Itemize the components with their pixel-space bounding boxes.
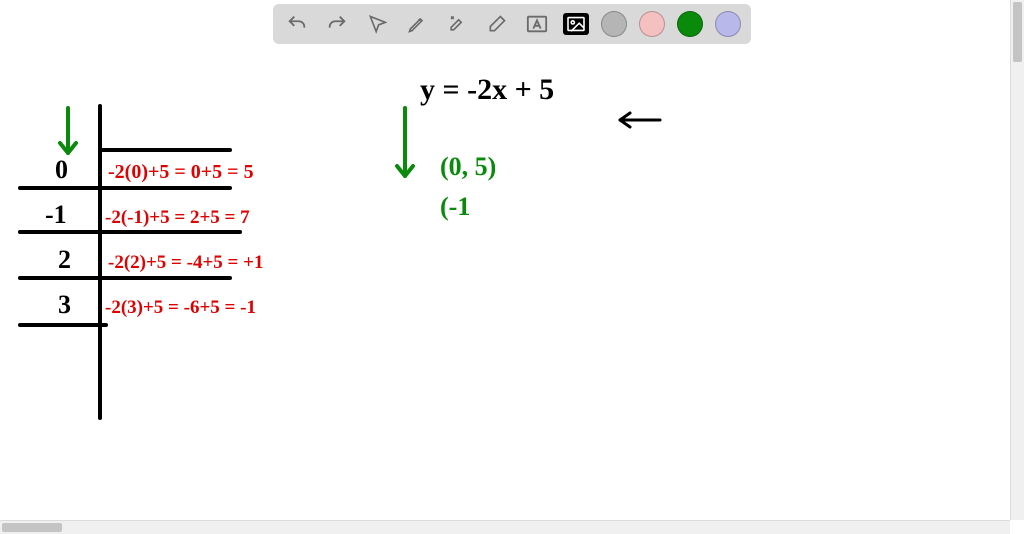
table-work-1: -2(-1)+5 = 2+5 = 7 xyxy=(105,207,250,229)
point-0: (0, 5) xyxy=(440,152,496,182)
table-x-1: -1 xyxy=(45,200,67,230)
whiteboard-canvas[interactable]: y = -2x + 5 0 -1 2 3 -2(0)+5 = 0+5 = 5 -2(-1)+… xyxy=(0,48,1024,534)
stroke-layer xyxy=(0,48,1010,534)
horizontal-scrollbar[interactable] xyxy=(0,520,1010,534)
pointer-icon[interactable] xyxy=(363,10,391,38)
table-x-2: 2 xyxy=(58,245,71,275)
table-work-0: -2(0)+5 = 0+5 = 5 xyxy=(108,161,254,184)
vertical-scrollbar-thumb[interactable] xyxy=(1013,2,1022,62)
horizontal-scrollbar-thumb[interactable] xyxy=(2,523,62,532)
toolbar xyxy=(273,4,751,44)
equation-text: y = -2x + 5 xyxy=(420,73,554,107)
text-icon[interactable] xyxy=(523,10,551,38)
tools-icon[interactable] xyxy=(443,10,471,38)
color-swatch-gray[interactable] xyxy=(601,11,627,37)
color-swatch-lilac[interactable] xyxy=(715,11,741,37)
eraser-icon[interactable] xyxy=(483,10,511,38)
pencil-icon[interactable] xyxy=(403,10,431,38)
color-swatch-pink[interactable] xyxy=(639,11,665,37)
color-swatch-green[interactable] xyxy=(677,11,703,37)
vertical-scrollbar[interactable] xyxy=(1010,0,1024,520)
table-work-3: -2(3)+5 = -6+5 = -1 xyxy=(105,297,256,319)
table-x-3: 3 xyxy=(58,290,71,320)
undo-icon[interactable] xyxy=(283,10,311,38)
image-icon[interactable] xyxy=(563,13,589,35)
table-x-0: 0 xyxy=(55,155,68,185)
point-1: (-1 xyxy=(440,192,470,222)
table-work-2: -2(2)+5 = -4+5 = +1 xyxy=(108,252,263,274)
redo-icon[interactable] xyxy=(323,10,351,38)
